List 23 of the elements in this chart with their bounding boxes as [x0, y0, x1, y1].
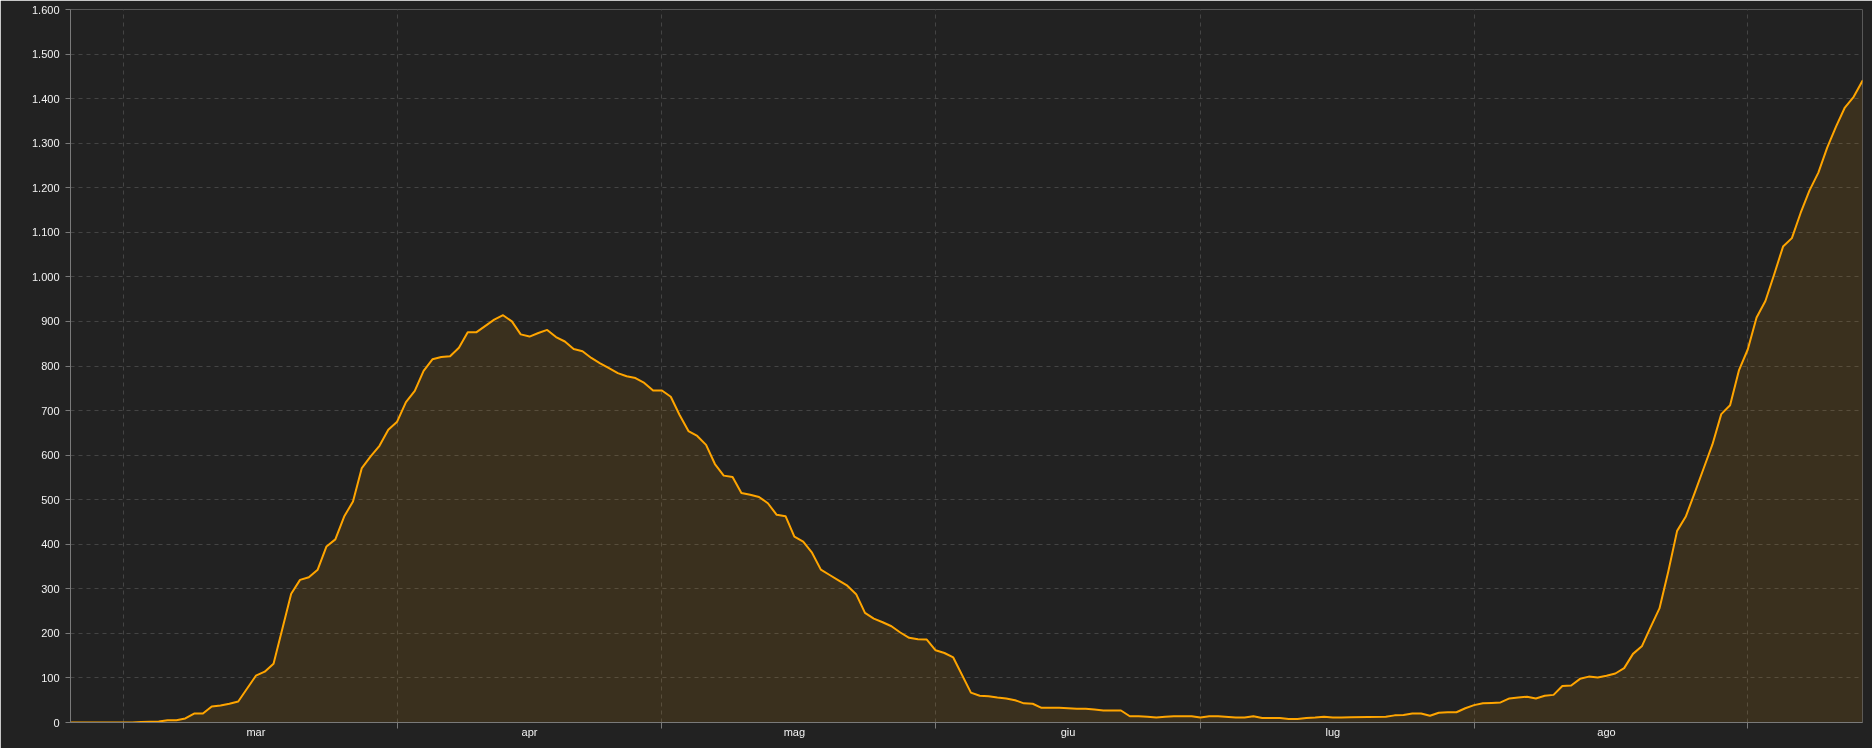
y-tick-label: 200 — [41, 627, 60, 640]
y-tick-label: 1.000 — [31, 270, 60, 283]
y-tick-label: 700 — [41, 404, 60, 417]
y-tick-label: 300 — [41, 582, 60, 595]
y-tick-label: 0 — [53, 716, 60, 729]
x-tick-label: apr — [521, 725, 538, 738]
y-tick-label: 1.100 — [31, 226, 60, 239]
x-tick-label: ago — [1597, 725, 1616, 738]
y-tick-label: 100 — [41, 671, 60, 684]
y-tick-label: 1.600 — [31, 3, 60, 16]
y-tick-label: 500 — [41, 493, 60, 506]
y-tick-label: 1.200 — [31, 181, 60, 194]
y-tick-label: 800 — [41, 360, 60, 372]
x-tick-label: mar — [246, 725, 266, 738]
y-tick-label: 900 — [41, 315, 60, 328]
y-tick-label: 400 — [41, 538, 60, 551]
y-tick-label: 1.500 — [31, 48, 60, 61]
y-tick-label: 1.400 — [31, 92, 60, 105]
x-tick-label: mag — [783, 725, 806, 738]
y-tick-label: 1.300 — [31, 137, 60, 150]
x-tick-label: lug — [1325, 725, 1341, 738]
x-tick-label: giu — [1060, 725, 1076, 738]
y-tick-label: 600 — [41, 449, 60, 462]
